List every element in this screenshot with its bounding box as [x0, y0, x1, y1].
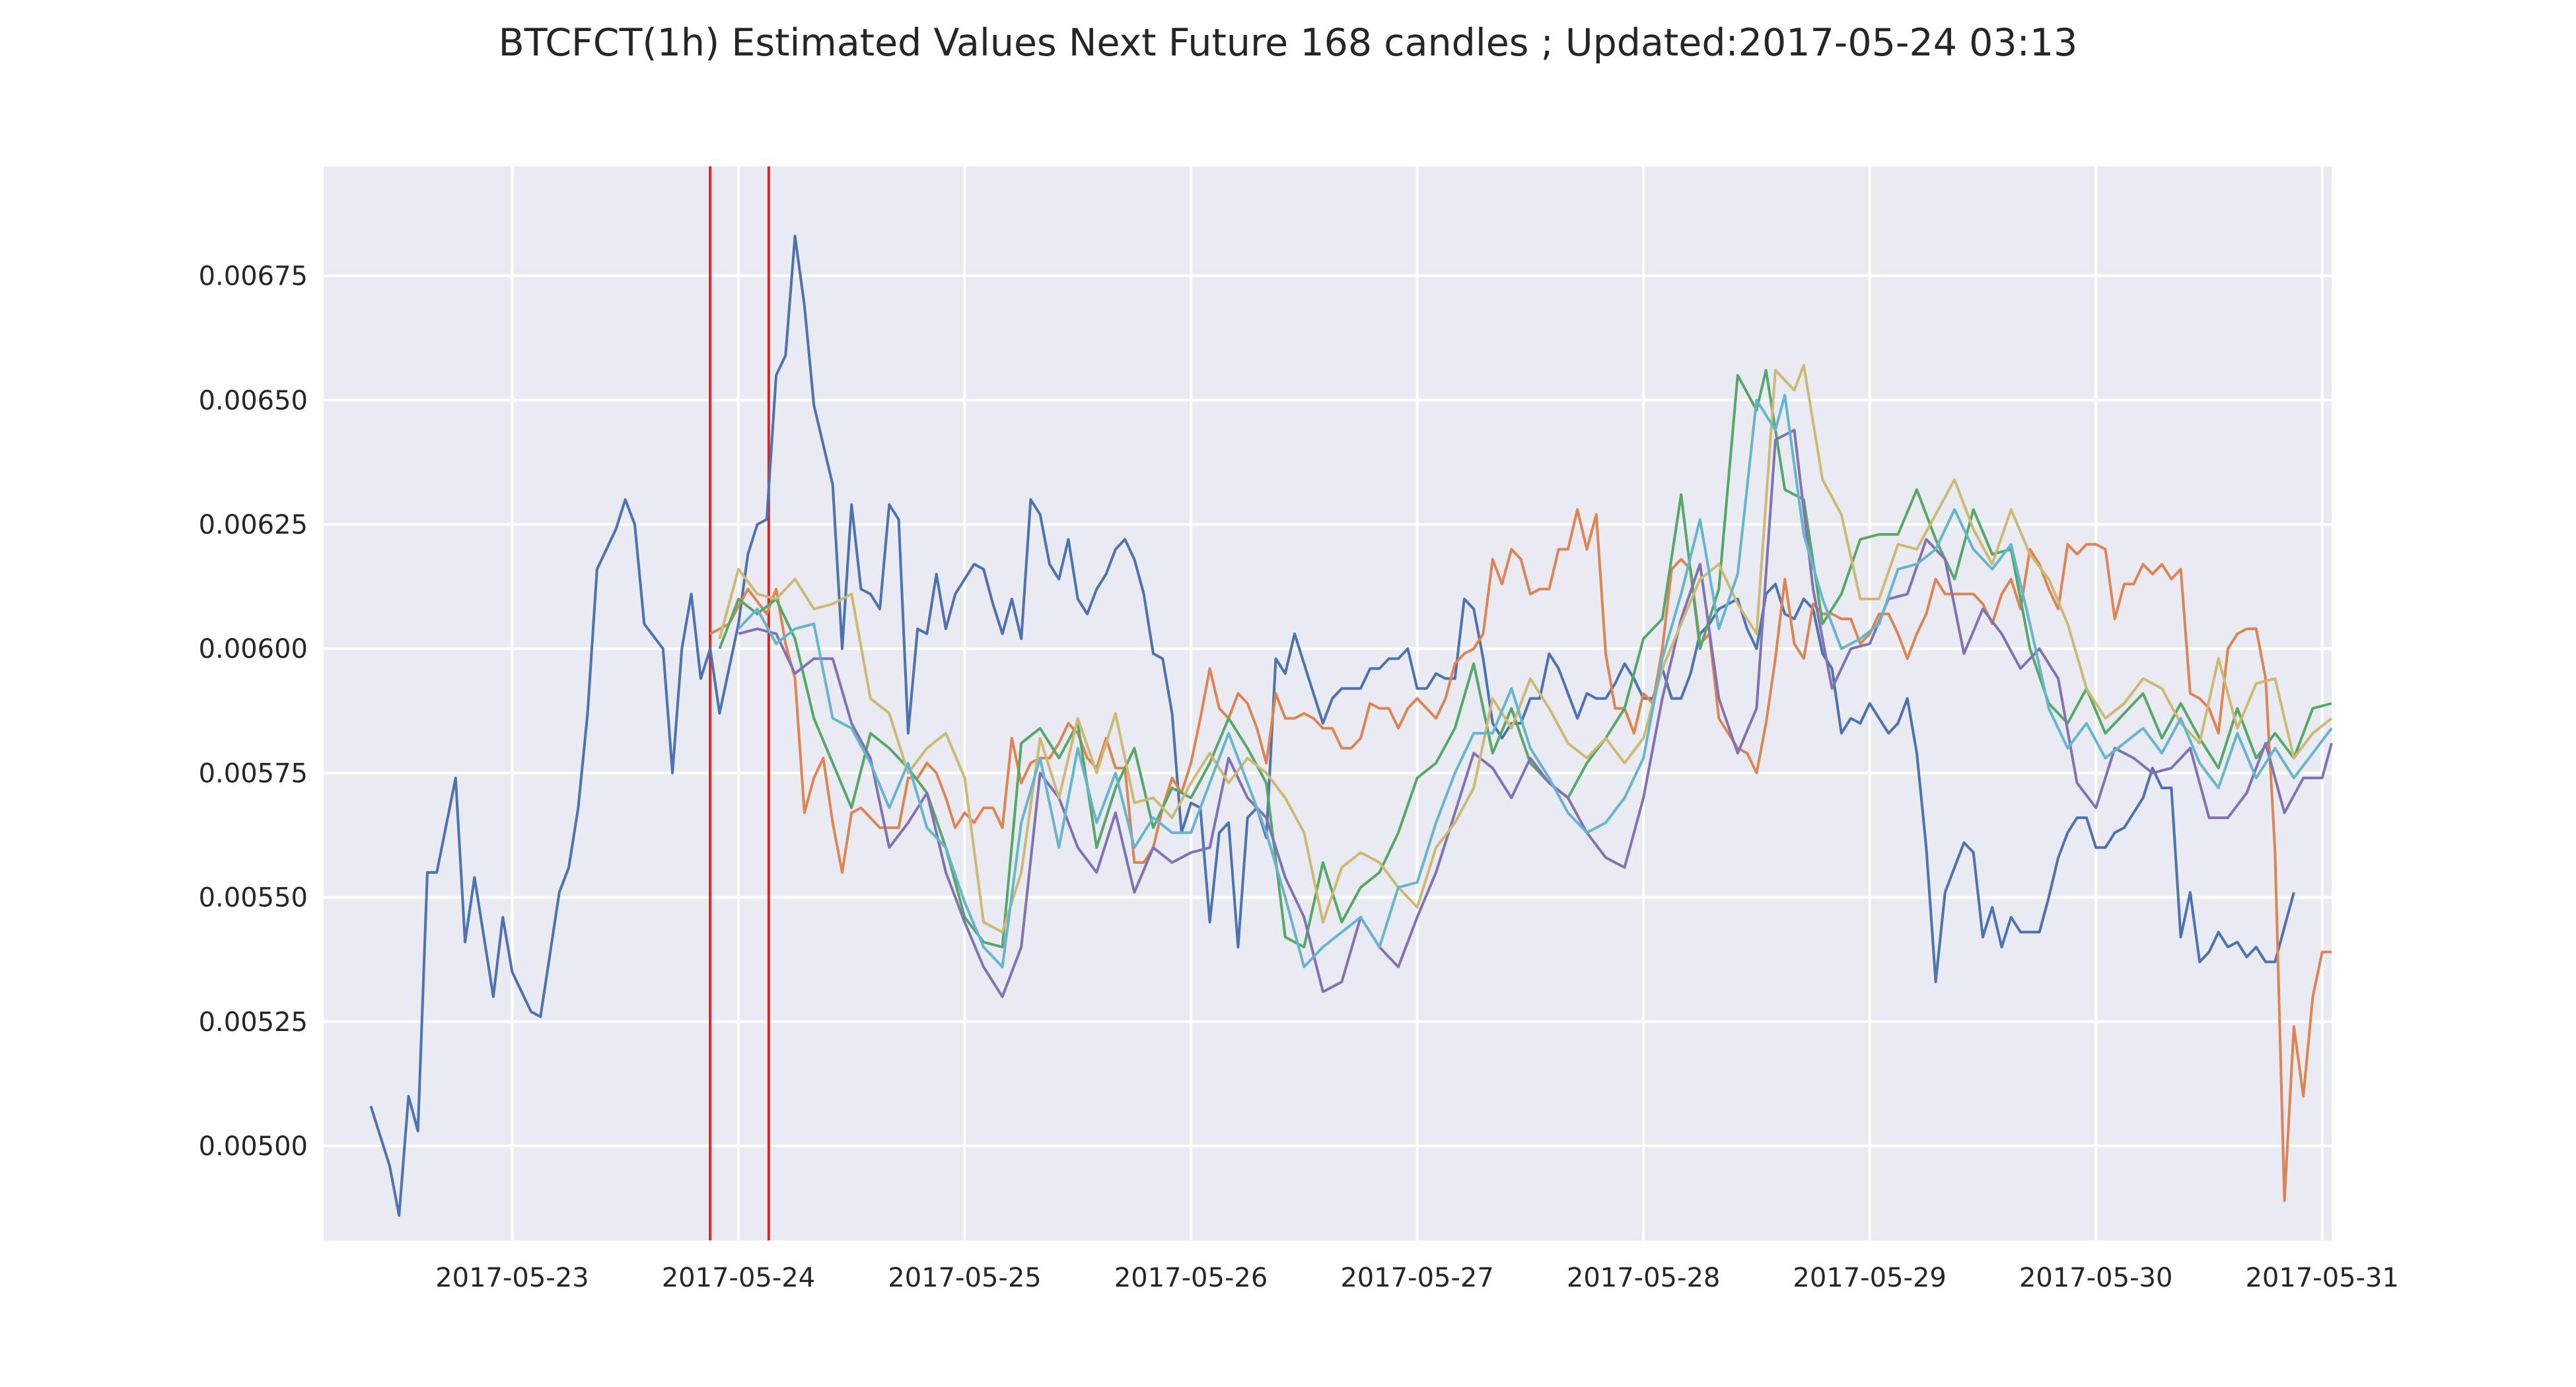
series-line-4 [738, 429, 2333, 999]
x-axis-ticks: 2017-05-23 2017-05-24 2017-05-25 2017-05-26… [435, 1263, 2399, 1293]
x-tick-label: 2017-05-28 [1567, 1263, 1720, 1293]
x-tick-label: 2017-05-23 [435, 1263, 589, 1293]
x-tick-label: 2017-05-26 [1114, 1263, 1268, 1293]
series-line-5 [718, 364, 2333, 934]
x-tick-label: 2017-05-30 [2019, 1263, 2172, 1293]
y-tick-label: 0.00550 [199, 883, 308, 913]
marker-lines [709, 166, 770, 1240]
y-axis-ticks: 0.00500 0.00525 0.00550 0.00575 0.00600 0.006… [199, 262, 308, 1162]
x-tick-label: 2017-05-31 [2245, 1263, 2398, 1293]
y-tick-label: 0.00650 [199, 386, 308, 416]
chart-title: BTCFCT(1h) Estimated Values Next Future … [498, 21, 2078, 65]
x-tick-label: 2017-05-27 [1340, 1263, 1493, 1293]
plot-area [324, 166, 2332, 1240]
y-tick-label: 0.00625 [199, 510, 308, 540]
x-tick-label: 2017-05-25 [888, 1263, 1041, 1293]
y-tick-label: 0.00675 [199, 262, 308, 292]
y-tick-label: 0.00575 [199, 758, 308, 789]
series-line-3 [718, 369, 2332, 948]
y-tick-label: 0.00500 [199, 1131, 308, 1162]
series-line-6 [737, 394, 2333, 968]
series-line-2 [709, 508, 2332, 1202]
series-line-1 [369, 234, 2295, 1217]
grid-lines [324, 166, 2332, 1240]
series-lines [369, 234, 2333, 1217]
y-tick-label: 0.00600 [199, 634, 308, 664]
y-tick-label: 0.00525 [199, 1007, 308, 1038]
x-tick-label: 2017-05-29 [1793, 1263, 1946, 1293]
x-tick-label: 2017-05-24 [662, 1263, 815, 1293]
